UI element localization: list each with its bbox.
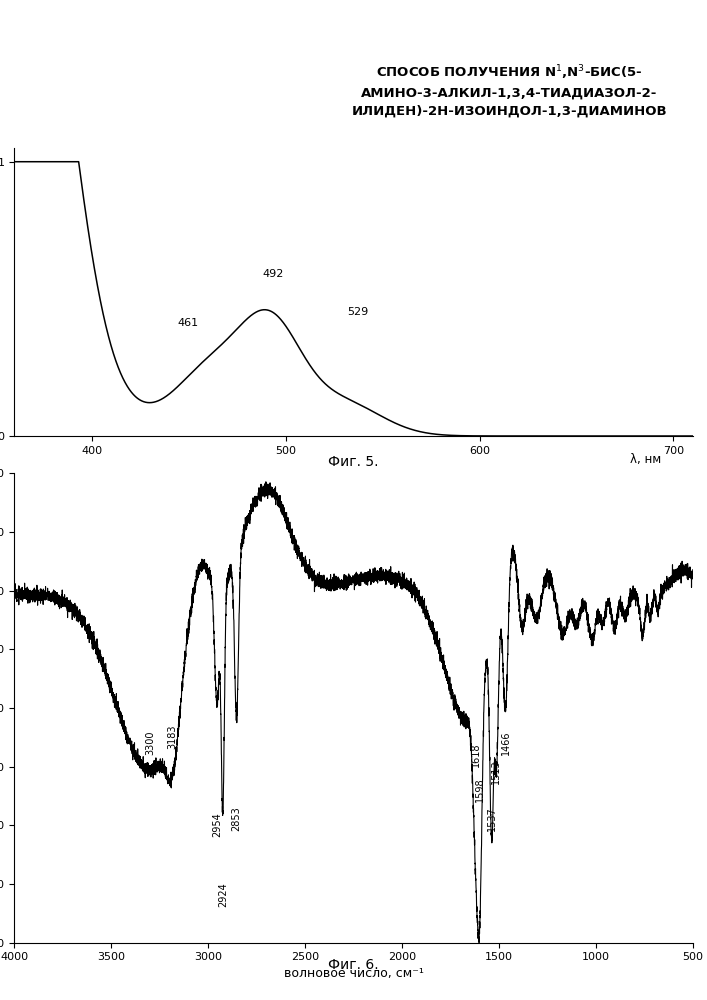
Text: Фиг. 5.: Фиг. 5. (328, 455, 379, 469)
Text: СПОСОБ ПОЛУЧЕНИЯ N$^1$,N$^3$-БИС(5-
АМИНО-3-АЛКИЛ-1,3,4-ТИАДИАЗОЛ-2-
ИЛИДЕН)-2Н-: СПОСОБ ПОЛУЧЕНИЯ N$^1$,N$^3$-БИС(5- АМИН… (352, 63, 667, 118)
Text: 3183: 3183 (168, 725, 177, 749)
Text: 2954: 2954 (212, 812, 222, 837)
Text: 1618: 1618 (471, 742, 481, 767)
Text: 461: 461 (177, 318, 199, 328)
Text: 1537: 1537 (486, 806, 497, 831)
Text: 2924: 2924 (218, 883, 228, 907)
Text: 1466: 1466 (501, 730, 510, 755)
Text: 529: 529 (348, 307, 369, 317)
Text: 1513: 1513 (491, 760, 501, 784)
Text: 492: 492 (262, 269, 284, 279)
X-axis label: λ, нм: λ, нм (630, 453, 661, 466)
Text: 2853: 2853 (232, 806, 242, 831)
Text: 1598: 1598 (475, 777, 485, 802)
X-axis label: волновое число, см⁻¹: волновое число, см⁻¹ (284, 967, 423, 980)
Text: 3300: 3300 (145, 730, 155, 755)
Text: Фиг. 6.: Фиг. 6. (328, 958, 379, 972)
